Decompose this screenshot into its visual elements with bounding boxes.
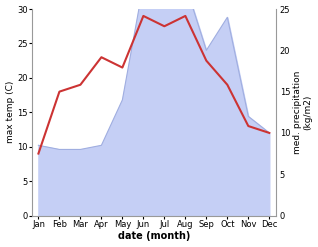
Y-axis label: max temp (C): max temp (C) [5,81,15,144]
Y-axis label: med. precipitation
(kg/m2): med. precipitation (kg/m2) [293,71,313,154]
X-axis label: date (month): date (month) [118,231,190,242]
